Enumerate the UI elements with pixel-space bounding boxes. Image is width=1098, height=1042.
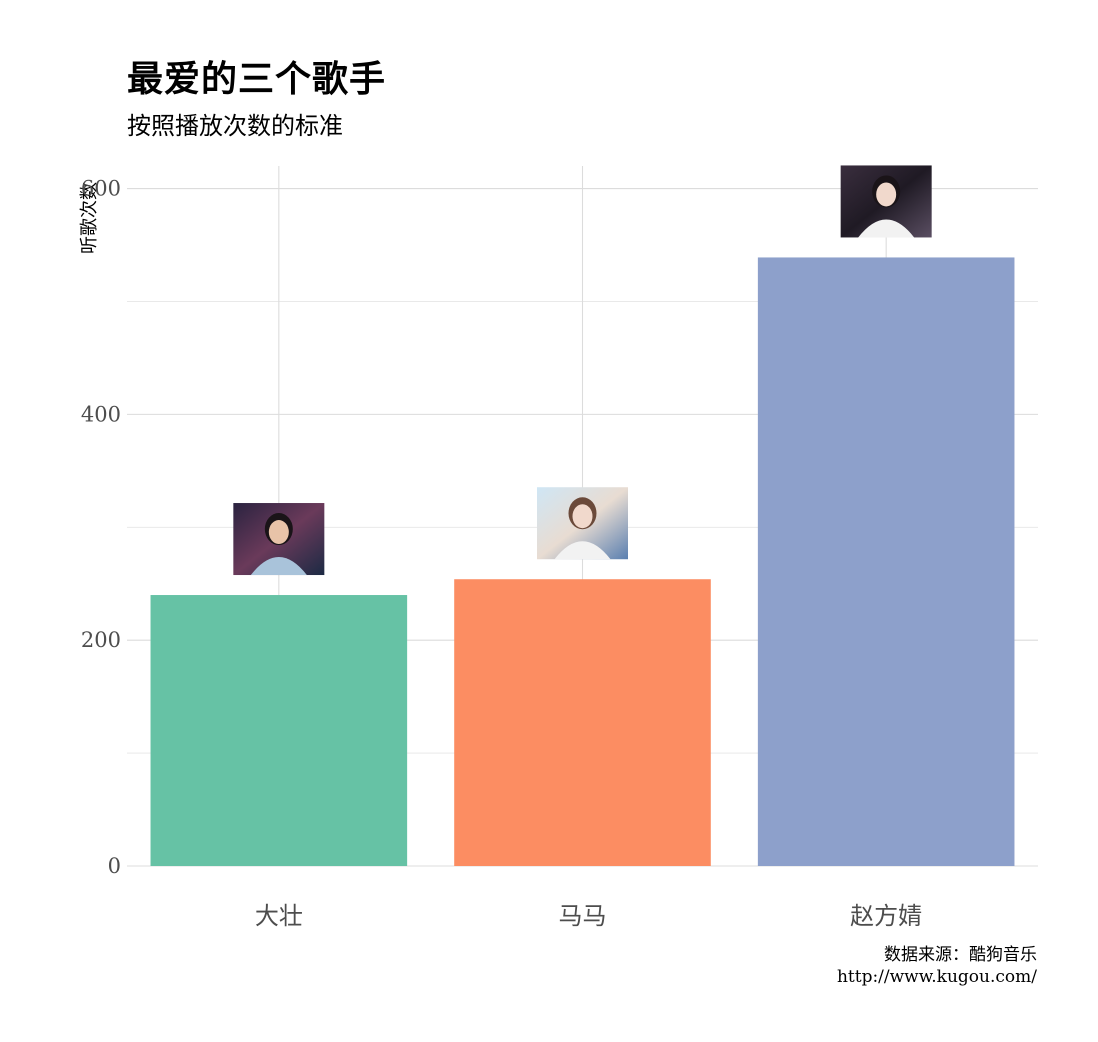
photo-body (554, 541, 611, 560)
y-tick-labels: 0 200 400 600 (81, 177, 121, 878)
bars (150, 257, 1015, 866)
bar-1[interactable] (150, 595, 408, 866)
y-tick-label: 400 (81, 402, 121, 426)
data-source-caption: 数据来源：酷狗音乐 http://www.kugou.com/ (837, 944, 1037, 988)
chart-title: 最爱的三个歌手 (127, 58, 387, 100)
singer-photo-1 (233, 503, 325, 576)
bar-3[interactable] (757, 257, 1015, 866)
singer-photo-2 (537, 487, 628, 560)
y-tick-label: 0 (108, 854, 121, 878)
singer-photo-3 (840, 165, 932, 238)
photo-face (268, 520, 289, 545)
photo-face (876, 182, 897, 207)
x-tick-labels: 大壮 马马 赵方婧 (255, 902, 922, 930)
caption-source: 数据来源：酷狗音乐 (884, 945, 1037, 965)
y-tick-label: 200 (81, 628, 121, 652)
x-tick-label: 大壮 (255, 902, 303, 930)
x-tick-label: 赵方婧 (850, 902, 922, 930)
photo-body (250, 557, 307, 576)
x-tick-label: 马马 (559, 902, 607, 930)
bar-2[interactable] (454, 579, 711, 866)
caption-url[interactable]: http://www.kugou.com/ (836, 967, 1037, 987)
photo-body (858, 219, 915, 238)
singer-photos (233, 165, 932, 576)
chart-subtitle: 按照播放次数的标准 (127, 112, 343, 140)
photo-face (572, 504, 593, 529)
y-tick-label: 600 (81, 177, 121, 201)
